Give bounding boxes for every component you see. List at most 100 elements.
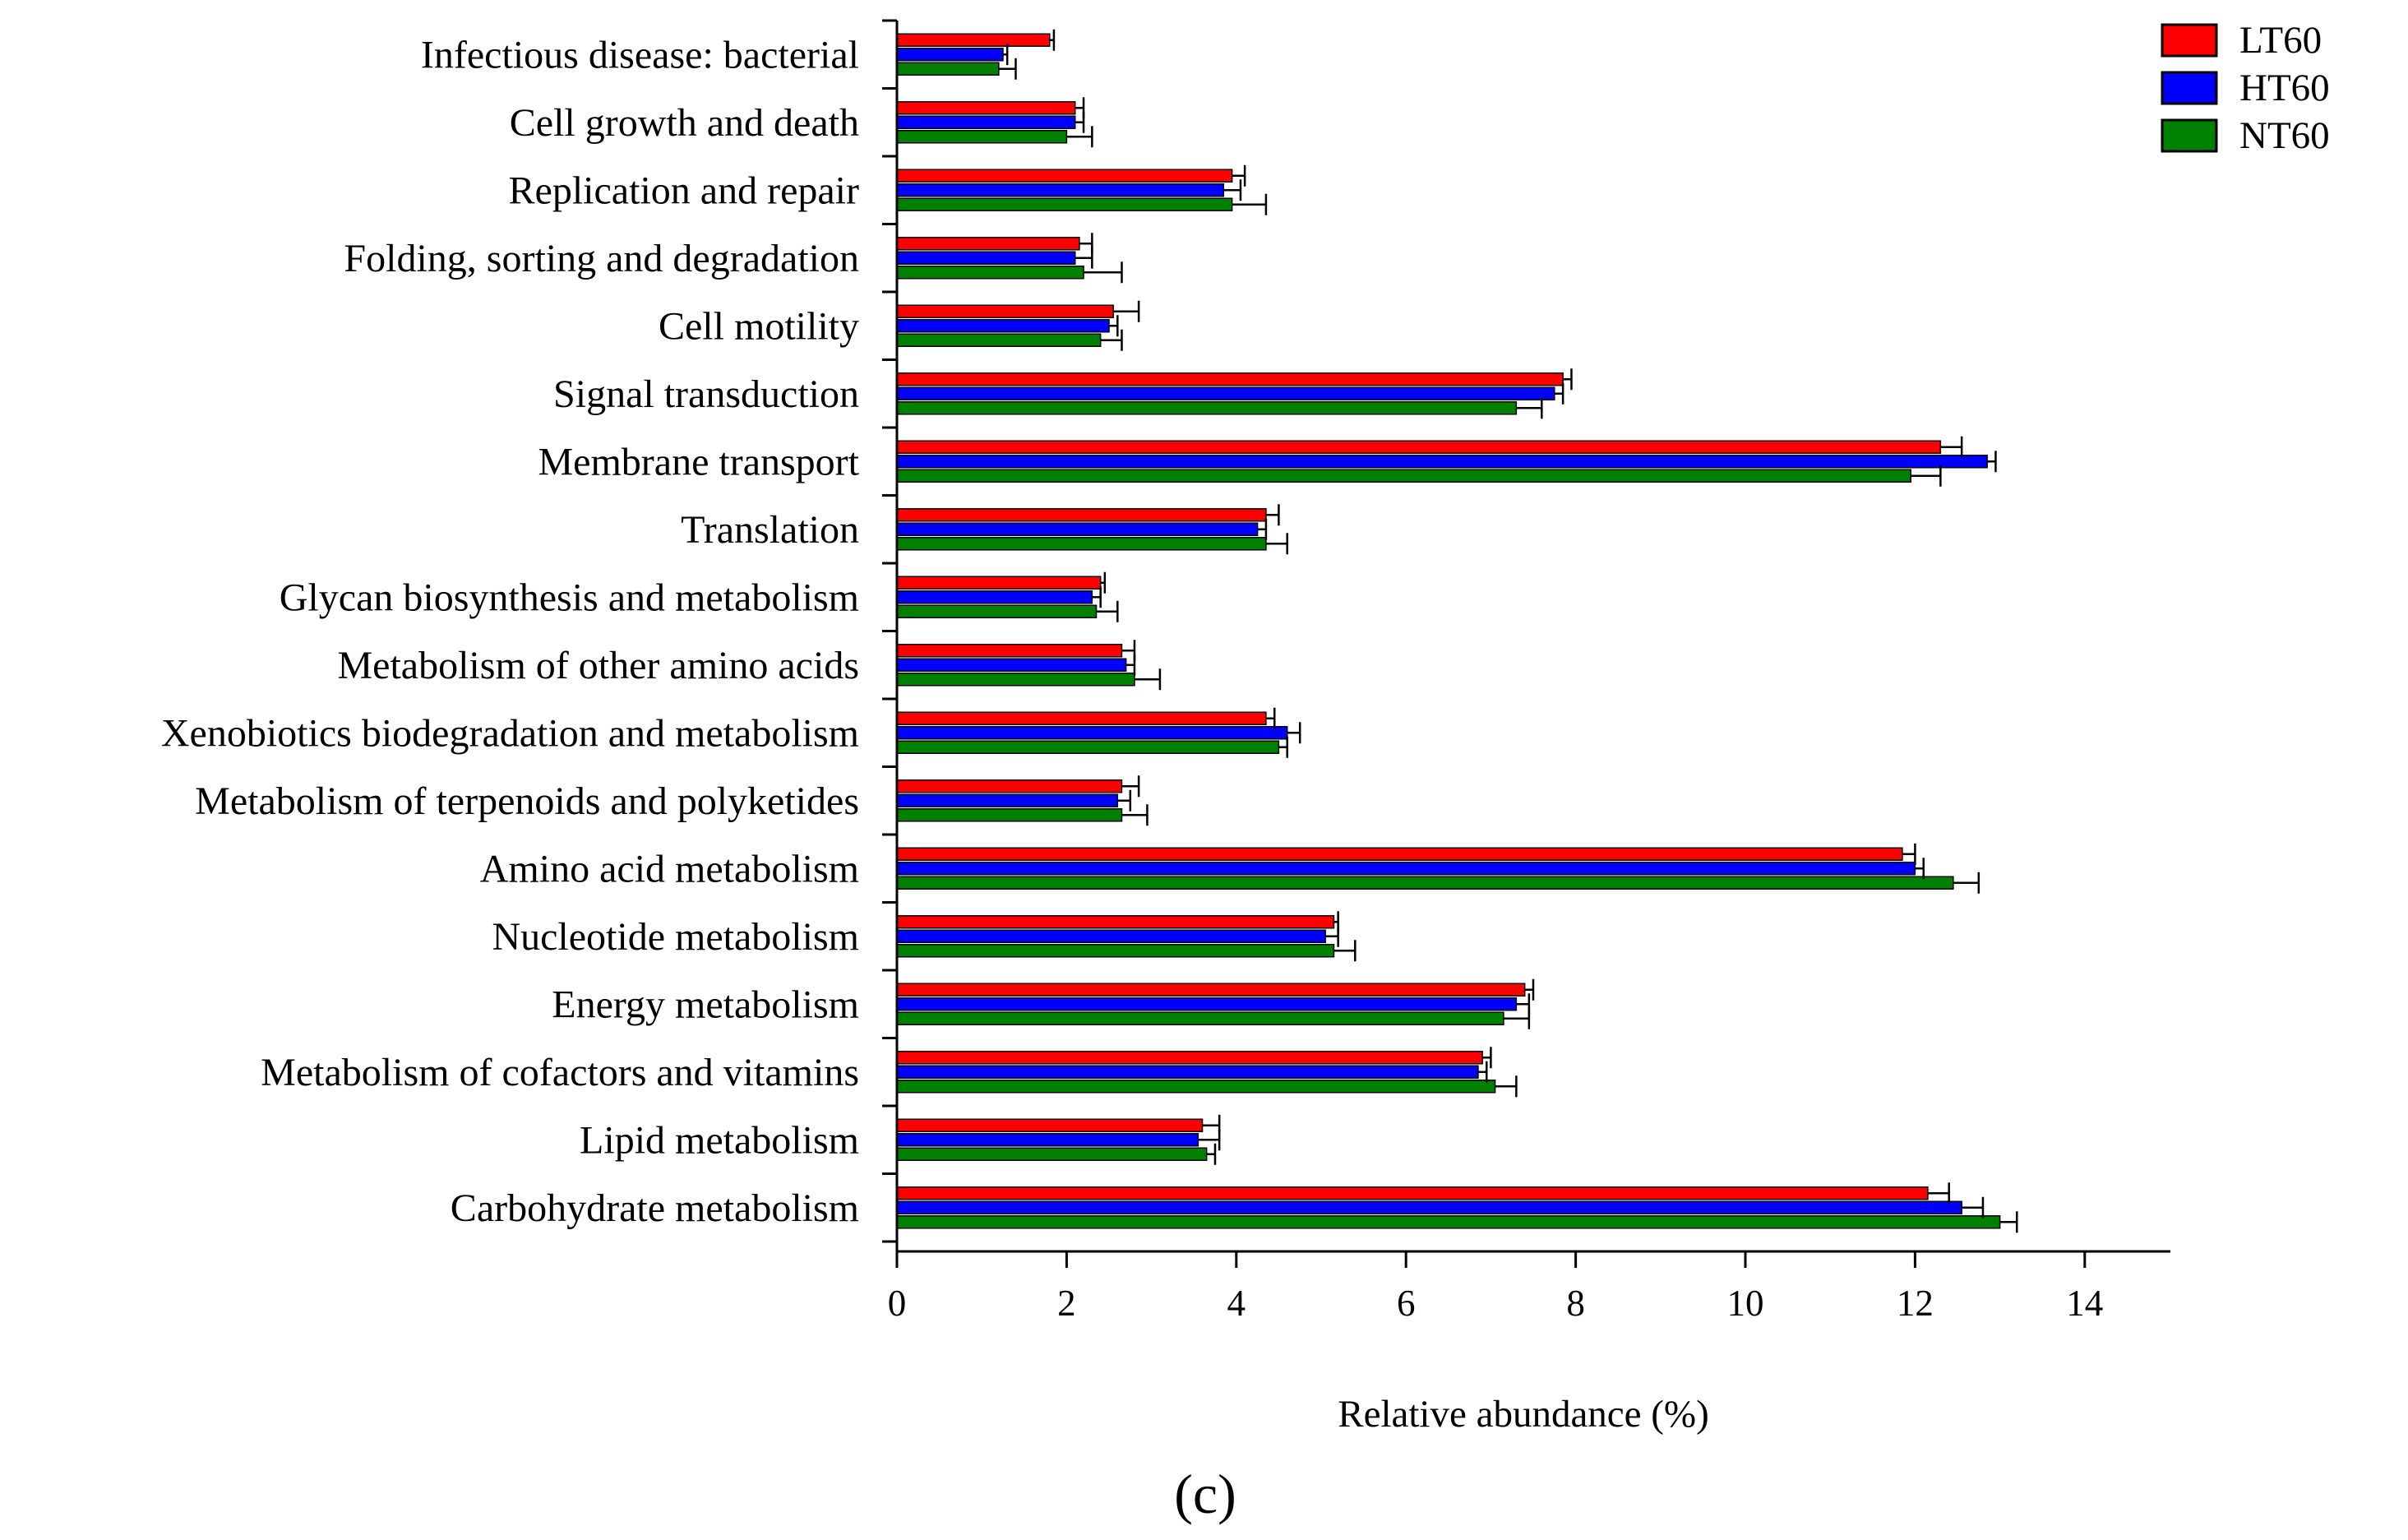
error-bar-ht60 [1915, 858, 1925, 880]
error-bar-ht60 [1109, 315, 1119, 337]
bar-nt60 [896, 266, 1084, 280]
error-bar-ht60 [1987, 451, 1997, 473]
bar-lt60 [896, 169, 1233, 183]
error-bar-lt60 [1232, 164, 1246, 187]
bar-lt60 [896, 779, 1123, 793]
error-bar-ht60 [1092, 586, 1102, 608]
category-label: Infectious disease: bacterial [421, 33, 859, 76]
error-bar-lt60 [1524, 978, 1535, 1001]
category-label: Xenobiotics biodegradation and metabolis… [161, 711, 859, 755]
error-bar-nt60 [1084, 261, 1123, 284]
bar-lt60 [896, 644, 1123, 658]
x-tick-label: 14 [2066, 1283, 2103, 1324]
bar-ht60 [896, 929, 1326, 943]
bar-lt60 [896, 1186, 1929, 1200]
error-bar-lt60 [1927, 1182, 1950, 1205]
legend-item-lt60: LT60 [2161, 19, 2322, 62]
bar-ht60 [896, 793, 1119, 807]
x-tick-label: 12 [1897, 1283, 1934, 1324]
error-bar-nt60 [1278, 736, 1288, 758]
bar-ht60 [896, 48, 1004, 62]
bar-nt60 [896, 401, 1518, 415]
legend-swatch [2161, 71, 2218, 105]
error-bar-nt60 [1100, 329, 1123, 351]
axes-layer [882, 19, 2170, 1268]
error-bar-nt60 [998, 58, 1017, 80]
category-label: Signal transduction [553, 372, 859, 416]
category-label: Amino acid metabolism [480, 847, 859, 890]
error-bar-nt60 [1495, 1075, 1518, 1098]
x-tick-labels: 0 2 4 6 8 10 12 14 [888, 1283, 2104, 1324]
bar-ht60 [896, 522, 1259, 536]
bar-ht60 [896, 115, 1076, 129]
error-bar-nt60 [1503, 1007, 1531, 1029]
bar-nt60 [896, 1011, 1504, 1025]
error-bar-ht60 [1962, 1196, 1985, 1219]
bar-nt60 [896, 197, 1233, 211]
bar-lt60 [896, 237, 1080, 251]
bar-ht60 [896, 1133, 1199, 1147]
bar-nt60 [896, 740, 1280, 754]
error-bar-nt60 [1953, 872, 1980, 894]
legend: LT60 HT60 NT60 [2161, 19, 2330, 157]
bar-ht60 [896, 386, 1555, 400]
x-tick-label: 0 [888, 1283, 907, 1324]
bar-nt60 [896, 469, 1911, 483]
bar-lt60 [896, 372, 1564, 386]
category-label: Cell growth and death [510, 101, 859, 145]
bar-lt60 [896, 847, 1903, 861]
error-bar-lt60 [1049, 29, 1056, 51]
x-tick-label: 6 [1397, 1283, 1416, 1324]
category-label: Nucleotide metabolism [492, 915, 859, 959]
legend-item-nt60: NT60 [2161, 114, 2330, 157]
bar-lt60 [896, 576, 1102, 590]
bar-ht60 [896, 455, 1988, 469]
category-label: Metabolism of other amino acids [337, 644, 859, 687]
error-bar-nt60 [1121, 804, 1149, 826]
bar-ht60 [896, 1200, 1962, 1214]
bars-layer [896, 33, 2001, 1229]
error-bar-ht60 [1223, 179, 1242, 201]
bar-lt60 [896, 440, 1942, 454]
bar-lt60 [896, 711, 1267, 725]
error-bar-nt60 [1232, 193, 1268, 215]
bar-ht60 [896, 997, 1518, 1011]
error-bar-ht60 [1325, 925, 1339, 947]
bar-lt60 [896, 1051, 1483, 1065]
error-bar-lt60 [1079, 233, 1093, 255]
error-bar-lt60 [1202, 1114, 1221, 1136]
category-label: Cell motility [659, 304, 859, 348]
legend-swatch [2161, 23, 2218, 58]
error-bar-lt60 [1563, 368, 1573, 391]
category-label: Glycan biosynthesis and metabolism [280, 576, 859, 619]
bar-lt60 [896, 983, 1526, 997]
category-label: Metabolism of cofactors and vitamins [261, 1051, 859, 1094]
x-tick-label: 4 [1227, 1283, 1246, 1324]
bar-nt60 [896, 876, 1954, 890]
error-bar-ht60 [1257, 518, 1268, 540]
bar-nt60 [896, 673, 1135, 687]
error-bar-ht60 [1477, 1061, 1488, 1083]
bar-lt60 [896, 304, 1114, 318]
error-bar-nt60 [1999, 1211, 2018, 1233]
x-tick-label: 10 [1727, 1283, 1764, 1324]
category-label: Folding, sorting and degradation [344, 237, 859, 280]
bar-nt60 [896, 62, 1000, 76]
bar-nt60 [896, 130, 1068, 144]
bar-ht60 [896, 1065, 1479, 1079]
bar-nt60 [896, 1080, 1496, 1094]
error-bar-ht60 [1198, 1129, 1221, 1151]
error-bar-nt60 [1911, 465, 1942, 487]
error-bar-nt60 [1516, 397, 1543, 419]
error-bar-lt60 [1121, 640, 1136, 662]
category-label: Metabolism of terpenoids and polyketides [195, 779, 859, 823]
category-label: Lipid metabolism [580, 1118, 859, 1162]
x-tick-label: 2 [1057, 1283, 1076, 1324]
x-axis-title: Relative abundance (%) [1338, 1393, 1709, 1436]
bar-nt60 [896, 604, 1098, 618]
error-bar-lt60 [1265, 707, 1276, 729]
error-bar-lt60 [1940, 436, 1963, 458]
category-label: Translation [681, 508, 859, 552]
error-bar-nt60 [1066, 126, 1093, 148]
